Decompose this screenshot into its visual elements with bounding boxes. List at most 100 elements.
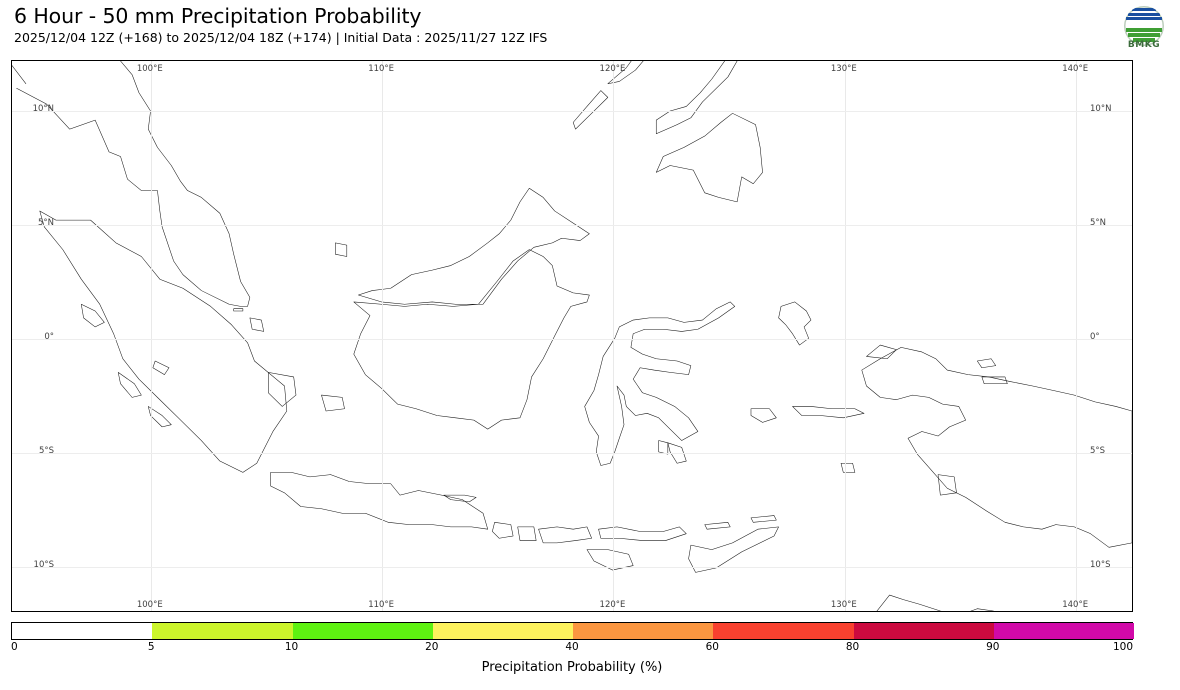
map-gridline-longitude <box>1076 61 1078 611</box>
colorbar-segment <box>292 623 433 639</box>
colorbar-tick: 100 <box>1112 641 1133 653</box>
colorbar-segment <box>713 623 854 639</box>
colorbar-tick: 0 <box>11 641 18 653</box>
colorbar-axis-label: Precipitation Probability (%) <box>481 660 663 675</box>
coastline-path <box>335 243 346 257</box>
map-tick-label-longitude: 100°E <box>136 64 163 74</box>
coastline-path <box>518 527 536 541</box>
coastline-path <box>656 61 737 134</box>
coastline-path <box>81 304 104 327</box>
colorbar-tick: 10 <box>284 641 299 653</box>
coastline-path <box>866 345 896 359</box>
coastline-path <box>862 347 1132 547</box>
colorbar[interactable] <box>11 622 1134 640</box>
coastline-path <box>12 66 26 84</box>
map-tick-label-latitude: 0° <box>44 332 54 343</box>
coastline-path <box>938 475 956 496</box>
map-tick-label-longitude: 140°E <box>1062 600 1089 610</box>
map-gridline-latitude <box>12 111 1132 113</box>
logo-stripe-blue <box>1128 12 1160 16</box>
coastline-path <box>444 495 476 502</box>
page-title: 6 Hour - 50 mm Precipitation Probability <box>14 4 422 28</box>
colorbar-segment <box>993 623 1134 639</box>
map-tick-label-longitude: 140°E <box>1062 64 1089 74</box>
coastline-path <box>153 361 169 375</box>
header: 6 Hour - 50 mm Precipitation Probability… <box>14 4 1074 46</box>
map-gridline-longitude <box>150 61 152 611</box>
map-gridline-latitude <box>12 567 1132 569</box>
map-tick-label-longitude: 130°E <box>830 64 857 74</box>
colorbar-segment <box>152 623 293 639</box>
map-tick-label-latitude: 5°N <box>37 218 54 229</box>
colorbar-tick: 40 <box>565 641 579 653</box>
map-canvas[interactable] <box>12 61 1132 611</box>
coastline-path <box>40 211 287 472</box>
coastline-path <box>234 309 243 311</box>
coastline-path <box>705 522 730 529</box>
coastline-path <box>656 113 762 202</box>
logo-stripe-blue <box>1126 17 1162 20</box>
map-tick-label-latitude: 5°S <box>1090 446 1106 457</box>
bmkg-logo-disc <box>1124 6 1164 46</box>
coastline-path <box>148 406 171 426</box>
map-gridline-longitude <box>382 61 384 611</box>
map-tick-label-latitude: 5°S <box>38 446 54 457</box>
bmkg-logo-label: BMKG <box>1127 40 1161 50</box>
map-gridline-latitude <box>12 225 1132 227</box>
map-gridline-latitude <box>12 453 1132 455</box>
coastline-path <box>659 441 668 455</box>
map-gridline-longitude <box>844 61 846 611</box>
coastline-path <box>668 443 686 463</box>
logo-stripe-green <box>1128 33 1160 37</box>
coastline-path <box>573 91 608 130</box>
map-tick-label-latitude: 10°S <box>1090 560 1111 571</box>
coastline-path <box>492 522 513 538</box>
coastline-path <box>751 516 776 523</box>
coastline-path <box>118 372 141 397</box>
logo-stripe-blue <box>1132 8 1156 11</box>
coastline-layer <box>12 61 1132 611</box>
coastline-path <box>354 250 590 430</box>
coastline-path <box>17 61 250 306</box>
map-tick-label-latitude: 0° <box>1090 332 1100 343</box>
map-gridline-longitude <box>613 61 615 611</box>
map-tick-label-latitude: 10°N <box>1090 104 1112 115</box>
map-tick-label-latitude: 5°N <box>1090 218 1107 229</box>
colorbar-tick-labels: 0 5 10 20 40 60 80 90 100 <box>11 640 1133 656</box>
coastline-path <box>751 409 776 423</box>
map-tick-label-longitude: 110°E <box>368 600 395 610</box>
colorbar-tick: 80 <box>845 641 860 653</box>
bmkg-logo: BMKG <box>1118 6 1170 54</box>
coastline-path <box>250 318 264 332</box>
coastline-path <box>585 302 735 466</box>
colorbar-segment <box>573 623 714 639</box>
coastline-path <box>841 463 855 472</box>
map-tick-label-latitude: 10°S <box>33 560 54 571</box>
coastline-path <box>608 61 710 84</box>
logo-stripe-green <box>1126 28 1162 32</box>
map-tick-label-longitude: 110°E <box>368 64 395 74</box>
page-subtitle: 2025/12/04 12Z (+168) to 2025/12/04 18Z … <box>14 30 548 45</box>
colorbar-tick: 20 <box>425 641 439 653</box>
map-panel[interactable] <box>11 60 1133 612</box>
coastline-path <box>268 372 296 406</box>
colorbar-tick: 90 <box>986 641 1000 653</box>
map-gridline-latitude <box>12 339 1132 341</box>
map-tick-label-longitude: 120°E <box>599 64 626 74</box>
coastline-path <box>358 188 589 304</box>
colorbar-segment <box>432 623 573 639</box>
colorbar-segment <box>853 623 994 639</box>
map-tick-label-longitude: 100°E <box>136 600 163 610</box>
colorbar-segment <box>12 623 153 639</box>
coastline-path <box>271 472 488 529</box>
coastline-path <box>809 595 1003 611</box>
coastline-path <box>793 406 865 417</box>
coastline-path <box>689 527 779 572</box>
map-tick-label-latitude: 10°N <box>32 104 54 115</box>
coastline-path <box>779 302 811 345</box>
coastline-path <box>321 395 344 411</box>
colorbar-section: 0 5 10 20 40 60 80 90 100 Precipitation Probabil… <box>11 622 1134 676</box>
coastline-path <box>982 377 1007 384</box>
coastline-path <box>539 527 592 543</box>
logo-stripe-green <box>1133 38 1155 42</box>
